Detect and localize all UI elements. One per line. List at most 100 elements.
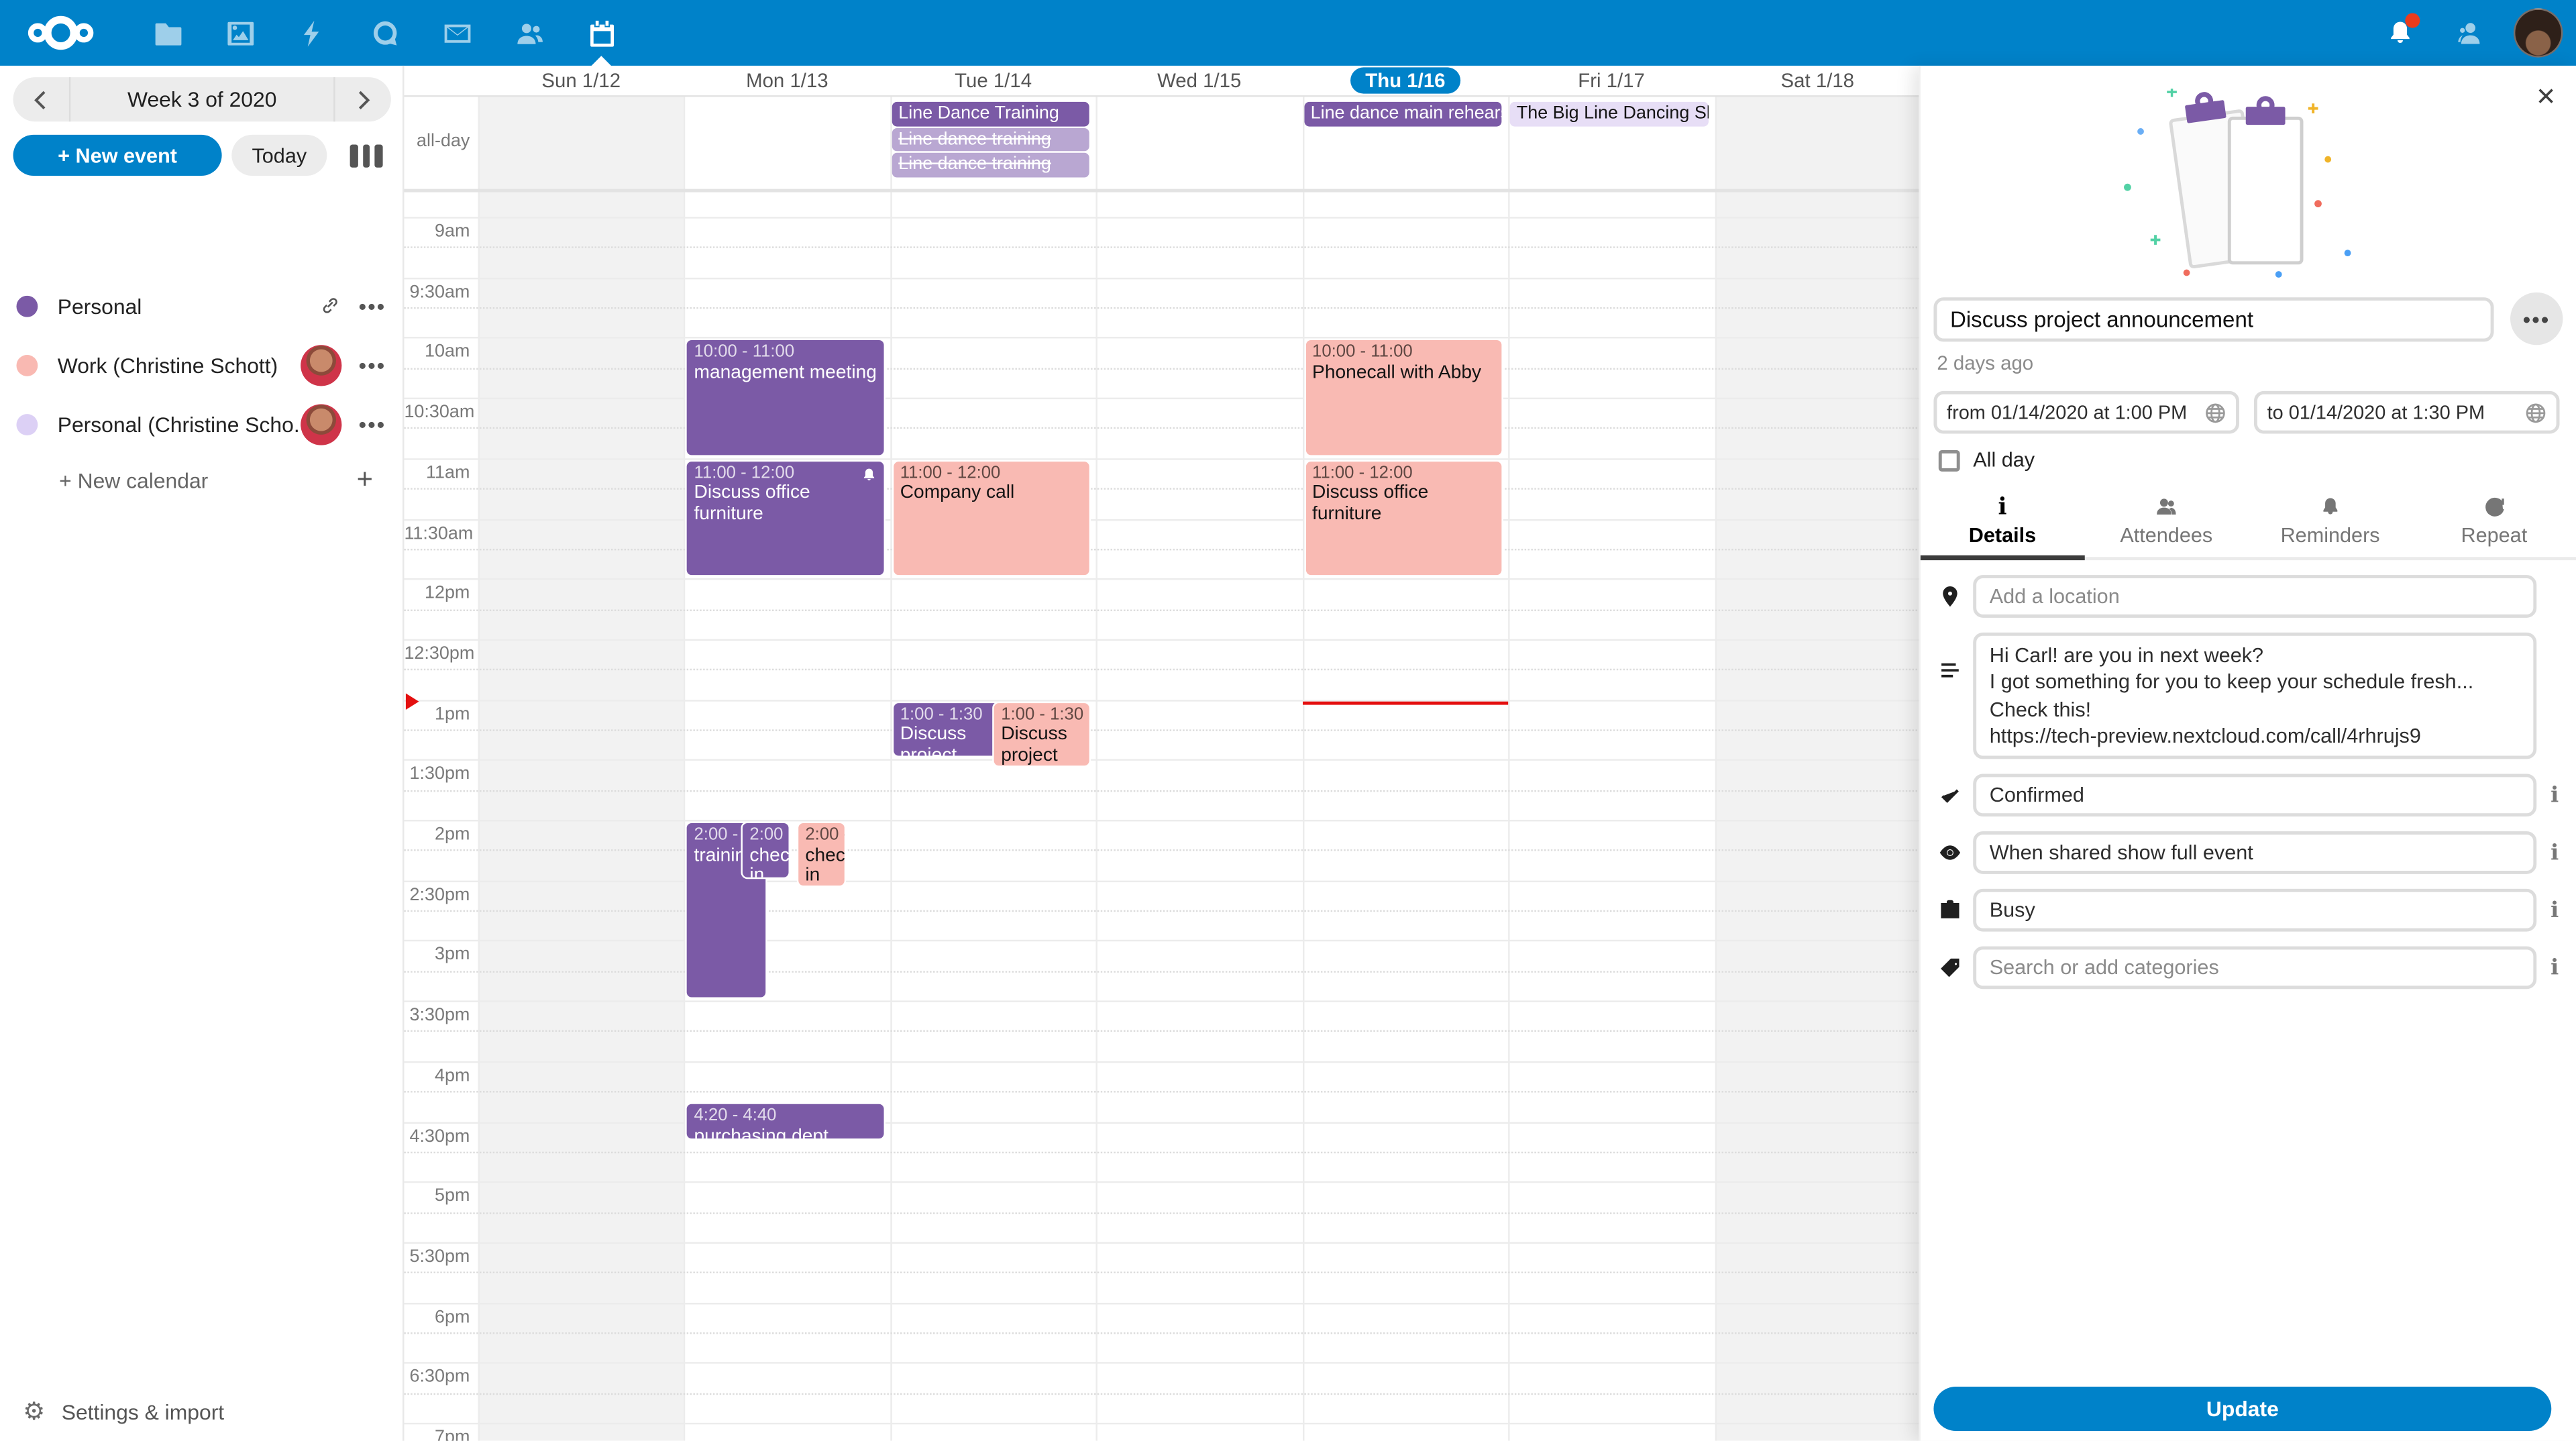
calendar-menu-icon[interactable]: •••: [358, 352, 386, 378]
visibility-info-icon[interactable]: i: [2551, 840, 2559, 865]
activity-icon[interactable]: [276, 0, 348, 66]
calendar-event[interactable]: 10:00 - 11:00 management meeting: [686, 339, 885, 457]
event-start-field[interactable]: from 01/14/2020 at 1:00 PM: [1933, 390, 2239, 434]
user-avatar[interactable]: [2513, 8, 2563, 58]
day-header-wed[interactable]: Wed 1/15: [1157, 68, 1242, 93]
settings-import-button[interactable]: ⚙ Settings & import: [0, 1391, 402, 1431]
new-event-button[interactable]: + New event: [13, 134, 222, 176]
time-axis-label: 12pm: [424, 583, 470, 604]
nextcloud-logo[interactable]: [23, 11, 99, 54]
all-day-checkbox[interactable]: [1938, 449, 1960, 471]
allday-event[interactable]: Line dance training: [892, 127, 1090, 152]
update-button[interactable]: Update: [1933, 1386, 2552, 1432]
grid-line: [404, 518, 1919, 521]
left-sidebar: Week 3 of 2020 + New event Today Persona…: [0, 65, 403, 1441]
talk-icon[interactable]: [348, 0, 421, 66]
plus-icon[interactable]: +: [356, 463, 373, 495]
event-actions-menu-icon[interactable]: •••: [2510, 292, 2563, 345]
grid-line: [404, 729, 1919, 731]
categories-input[interactable]: Search or add categories: [1973, 946, 2537, 990]
calendar-event[interactable]: 11:00 - 12:00 Discuss office furniture: [686, 460, 885, 578]
today-button[interactable]: Today: [231, 134, 327, 176]
calendar-menu-icon[interactable]: •••: [358, 411, 386, 437]
grid-line: [404, 1151, 1919, 1153]
timezone-globe-icon[interactable]: [2525, 402, 2546, 423]
reminders-bell-icon: [2248, 493, 2412, 521]
calendar-event[interactable]: 2:00 - 2:30check-in: [797, 821, 847, 888]
timezone-globe-icon[interactable]: [2205, 402, 2226, 423]
busy-select[interactable]: Busy: [1973, 888, 2537, 932]
event-title-input[interactable]: Discuss project announcement: [1933, 297, 2494, 341]
notifications-bell-icon[interactable]: [2375, 8, 2424, 57]
description-textarea[interactable]: Hi Carl! are you in next week? I got som…: [1973, 632, 2537, 759]
previous-week-button[interactable]: [13, 77, 69, 121]
calendar-event[interactable]: 2:00 - 2:30check-in: [741, 821, 791, 879]
grid-line: [404, 548, 1919, 551]
status-info-icon[interactable]: i: [2551, 782, 2559, 808]
sidebar-actions: + New event Today: [13, 134, 391, 176]
busy-info-icon[interactable]: i: [2551, 898, 2559, 923]
contacts-menu-icon[interactable]: [2445, 8, 2493, 57]
location-input[interactable]: Add a location: [1973, 575, 2537, 618]
time-axis-label: 5:30pm: [409, 1246, 470, 1267]
tab-repeat[interactable]: Repeat: [2412, 493, 2576, 557]
calendar-color-dot: [16, 295, 38, 317]
new-calendar-button[interactable]: + New calendar +: [0, 453, 402, 506]
day-header-fri[interactable]: Fri 1/17: [1578, 68, 1645, 93]
calendar-name: Personal: [57, 293, 142, 318]
view-toggle-icon[interactable]: [350, 144, 382, 167]
allday-event[interactable]: Line Dance Training: [892, 101, 1090, 126]
week-label[interactable]: Week 3 of 2020: [68, 77, 335, 122]
photos-icon[interactable]: [204, 0, 276, 66]
status-select[interactable]: Confirmed: [1973, 773, 2537, 817]
files-icon[interactable]: [131, 0, 204, 66]
grid-line: [404, 1181, 1919, 1183]
categories-info-icon[interactable]: i: [2551, 955, 2559, 980]
calendar-list-item-personal-shared[interactable]: Personal (Christine Scho...) •••: [0, 394, 402, 453]
all-day-toggle[interactable]: All day: [1938, 449, 2576, 472]
contacts-icon[interactable]: [493, 0, 566, 66]
event-time-label: 10:00 - 11:00: [1312, 342, 1413, 362]
notification-badge: [2405, 13, 2420, 28]
top-bar: [0, 0, 2576, 66]
tab-reminders[interactable]: Reminders: [2248, 493, 2412, 557]
calendar-name: Personal (Christine Scho...): [57, 411, 302, 437]
calendar-event[interactable]: 11:00 - 12:00 Company call: [892, 460, 1091, 578]
event-title-label: purchasing dept: [694, 1126, 828, 1140]
day-header-sat[interactable]: Sat 1/18: [1780, 68, 1855, 93]
next-week-button[interactable]: [335, 77, 391, 121]
time-axis-label: 4pm: [434, 1065, 470, 1086]
tab-attendees[interactable]: Attendees: [2084, 493, 2248, 557]
visibility-select[interactable]: When shared show full event: [1973, 831, 2537, 874]
calendar-icon[interactable]: [565, 0, 637, 66]
calendar-menu-icon[interactable]: •••: [358, 293, 386, 318]
day-header-sun[interactable]: Sun 1/12: [541, 68, 621, 93]
grid-line: [404, 879, 1919, 882]
calendar-event[interactable]: 4:20 - 4:40 purchasing dept: [686, 1102, 885, 1140]
time-axis-label: 4:30pm: [409, 1126, 470, 1146]
calendar-event[interactable]: 10:00 - 11:00 Phonecall with Abby: [1303, 339, 1504, 457]
time-axis-label: 1:30pm: [409, 764, 470, 784]
allday-event[interactable]: Line dance main rehearsal: [1303, 101, 1502, 126]
calendar-list-item-work[interactable]: Work (Christine Schott) •••: [0, 335, 402, 394]
mail-icon[interactable]: [421, 0, 493, 66]
grid-line: [404, 1242, 1919, 1244]
time-axis-label: 9am: [434, 221, 470, 242]
tab-details[interactable]: i Details: [1920, 493, 2084, 561]
grid-column-border: [1096, 95, 1098, 1441]
day-header-thu[interactable]: Thu 1/16: [1302, 66, 1508, 95]
close-icon[interactable]: ✕: [2535, 82, 2557, 112]
allday-event[interactable]: Line dance training: [892, 153, 1090, 178]
event-title-label: management meeting: [694, 363, 877, 383]
allday-event[interactable]: The Big Line Dancing Show: [1509, 101, 1708, 126]
calendar-list-item-personal[interactable]: Personal •••: [0, 276, 402, 335]
calendar-event[interactable]: 1:00 - 1:30 Discuss project: [992, 700, 1091, 767]
grid-line: [404, 849, 1919, 852]
day-header-mon[interactable]: Mon 1/13: [746, 68, 828, 93]
share-link-icon[interactable]: [319, 294, 342, 317]
event-title-label: Company call: [900, 483, 1015, 504]
event-end-field[interactable]: to 01/14/2020 at 1:30 PM: [2254, 390, 2560, 434]
day-header-tue[interactable]: Tue 1/14: [955, 68, 1032, 93]
calendar-event[interactable]: 11:00 - 12:00 Discuss office furniture: [1303, 460, 1504, 578]
